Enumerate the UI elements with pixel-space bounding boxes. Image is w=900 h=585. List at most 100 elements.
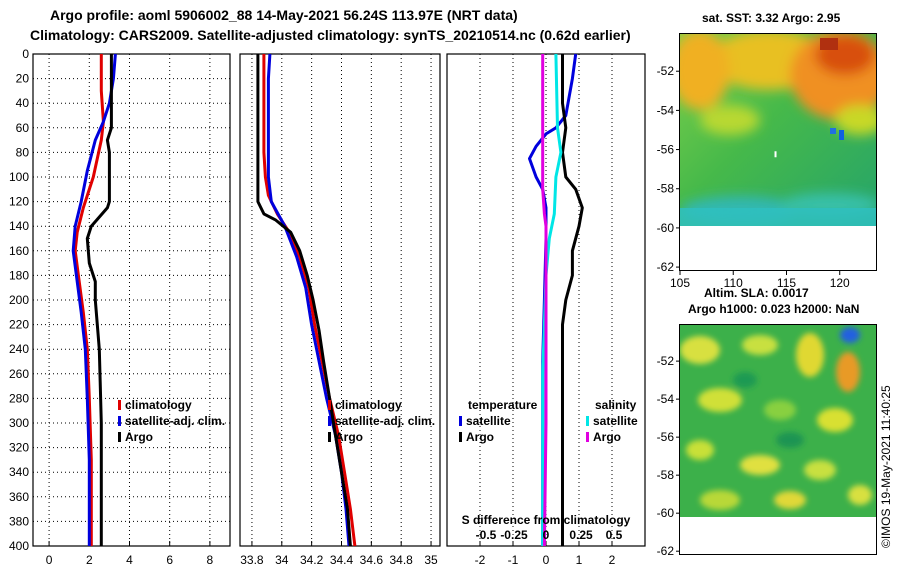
sst-map-blank-region [680, 226, 877, 271]
y-tick-label: -60 [657, 506, 675, 520]
x-tick-label: 34.2 [300, 553, 324, 567]
x-tick-label: 0 [46, 553, 53, 567]
series-line-argo [85, 54, 113, 546]
x-tick-label: 34 [275, 553, 289, 567]
y-tick-label: 0 [22, 47, 29, 61]
legend-swatch [118, 416, 121, 426]
y-tick-label: 200 [9, 293, 29, 307]
legend-label: Argo [466, 430, 494, 444]
y-tick-label: 260 [9, 367, 29, 381]
y-tick-label: 40 [16, 96, 30, 110]
legend-label: climatology [125, 398, 192, 412]
plot-frame [239, 53, 441, 547]
y-tick-label: 20 [16, 72, 30, 86]
salinity-panel: 33.8 34 34.2 34.4 34.6 34.8 35 climatology satel… [239, 53, 441, 567]
plot-frame [32, 53, 231, 547]
legend-swatch [118, 400, 121, 410]
legend-label: climatology [335, 398, 402, 412]
y-tick-label: -52 [657, 64, 675, 78]
y-tick-label: 240 [9, 342, 29, 356]
sla-map-axes: -52 -54 -56 -58 -60 -62 [657, 354, 680, 558]
x-tick-label: 2 [86, 553, 93, 567]
x-tick-label: 105 [670, 276, 690, 290]
title-line-2: Climatology: CARS2009. Satellite-adjuste… [30, 27, 631, 43]
y-tick-label: -52 [657, 354, 675, 368]
sla-map-title-2: Argo h1000: 0.023 h2000: NaN [688, 302, 859, 316]
x-tick-label: 2 [609, 553, 616, 567]
x-tick-label: 4 [126, 553, 133, 567]
legend-swatch [328, 432, 331, 442]
legend-swatch [459, 432, 462, 442]
sst-map-title: sat. SST: 3.32 Argo: 2.95 [702, 11, 841, 25]
x-tick-label: -1 [508, 553, 519, 567]
x-tick-label: 34.4 [330, 553, 354, 567]
legend-label: Argo [125, 430, 153, 444]
x-tick-label: 0 [543, 553, 550, 567]
y-tick-label: 60 [16, 121, 30, 135]
sst-map-image [680, 34, 877, 226]
y-tick-label: -58 [657, 468, 675, 482]
x-tick-label: 34.8 [390, 553, 414, 567]
x-tick-label: -2 [475, 553, 486, 567]
x-tick-label: 34.6 [360, 553, 384, 567]
legend-title-temperature: temperature [468, 398, 538, 412]
series-line-temperature-satellite [528, 53, 578, 546]
y-tick-label: -58 [657, 182, 675, 196]
y-tick-label: 400 [9, 539, 29, 553]
secondary-tick-label: 0.25 [569, 528, 593, 542]
legend-swatch [328, 416, 331, 426]
sst-map-frame [679, 33, 877, 271]
legend-label: satellite [593, 414, 638, 428]
y-tick-label: 100 [9, 170, 29, 184]
y-tick-label: -62 [657, 260, 675, 274]
series-line-salinity-argo [541, 54, 548, 547]
secondary-tick-label: -0.25 [500, 528, 528, 542]
legend-swatch [328, 400, 331, 410]
sla-map-image [680, 325, 877, 517]
y-tick-label: 380 [9, 514, 29, 528]
series-line-salinity-satellite [541, 53, 563, 546]
y-tick-label: 360 [9, 490, 29, 504]
secondary-tick-label: -0.5 [476, 528, 497, 542]
sla-map-title-1: Altim. SLA: 0.0017 [704, 286, 809, 300]
x-tick-label: 8 [207, 553, 214, 567]
sla-map-frame [679, 324, 877, 555]
temperature-panel: 0 2 4 6 802040608010012014016018020022024026… [9, 47, 231, 567]
series-line-satellite-adj-clim- [71, 53, 117, 546]
legend-label: satellite [466, 414, 511, 428]
credit-text: ©IMOS 19-May-2021 11:40:25 [879, 385, 893, 548]
y-tick-label: -54 [657, 392, 675, 406]
difference-panel: -2 -1 0 1 2 temperature salinity satellite Argo s… [446, 53, 646, 567]
secondary-tick-label: 0.5 [606, 528, 623, 542]
y-tick-label: 140 [9, 219, 29, 233]
y-tick-label: 320 [9, 441, 29, 455]
legend-swatch [586, 432, 589, 442]
legend-label: Argo [593, 430, 621, 444]
y-tick-label: 120 [9, 195, 29, 209]
legend-title-salinity: salinity [595, 398, 637, 412]
legend-swatch [118, 432, 121, 442]
legend-swatch [459, 416, 462, 426]
legend-label: satellite-adj. clim. [125, 414, 225, 428]
series-line-argo [256, 54, 352, 547]
series-line-temperature-argo [561, 54, 584, 546]
secondary-axis-label: S difference from climatology [462, 513, 631, 527]
sst-map-axes: -52 -54 -56 -58 -60 -62 105 110 115 120 [657, 64, 850, 290]
legend-label: satellite-adj. clim. [335, 414, 435, 428]
x-tick-label: 35 [424, 553, 438, 567]
x-tick-label: 120 [830, 276, 850, 290]
y-tick-label: -54 [657, 103, 675, 117]
y-tick-label: 160 [9, 244, 29, 258]
y-tick-label: -56 [657, 430, 675, 444]
x-tick-label: 33.8 [240, 553, 264, 567]
y-tick-label: 80 [16, 145, 30, 159]
y-tick-label: 180 [9, 268, 29, 282]
y-tick-label: -60 [657, 221, 675, 235]
sla-map-blank-region [680, 517, 877, 555]
title-line-1: Argo profile: aoml 5906002_88 14-May-202… [50, 7, 518, 23]
x-tick-label: 6 [166, 553, 173, 567]
y-tick-label: 220 [9, 318, 29, 332]
x-tick-label: 110 [724, 276, 743, 290]
series-line-satellite-adj-clim- [266, 53, 351, 547]
